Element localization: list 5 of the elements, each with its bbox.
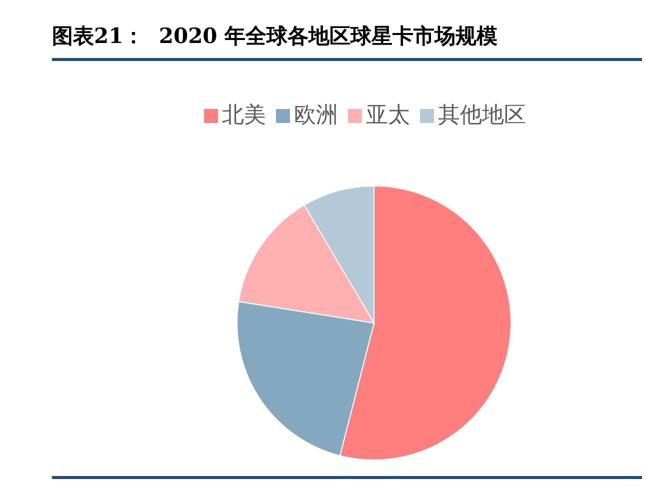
legend-label: 欧洲: [294, 103, 338, 128]
chart-title: 图表21： 2020 年全球各地区球星卡市场规模: [52, 22, 498, 50]
legend-label: 其他地区: [438, 103, 526, 128]
legend-label: 亚太: [366, 103, 410, 128]
legend-label: 北美: [222, 103, 266, 128]
